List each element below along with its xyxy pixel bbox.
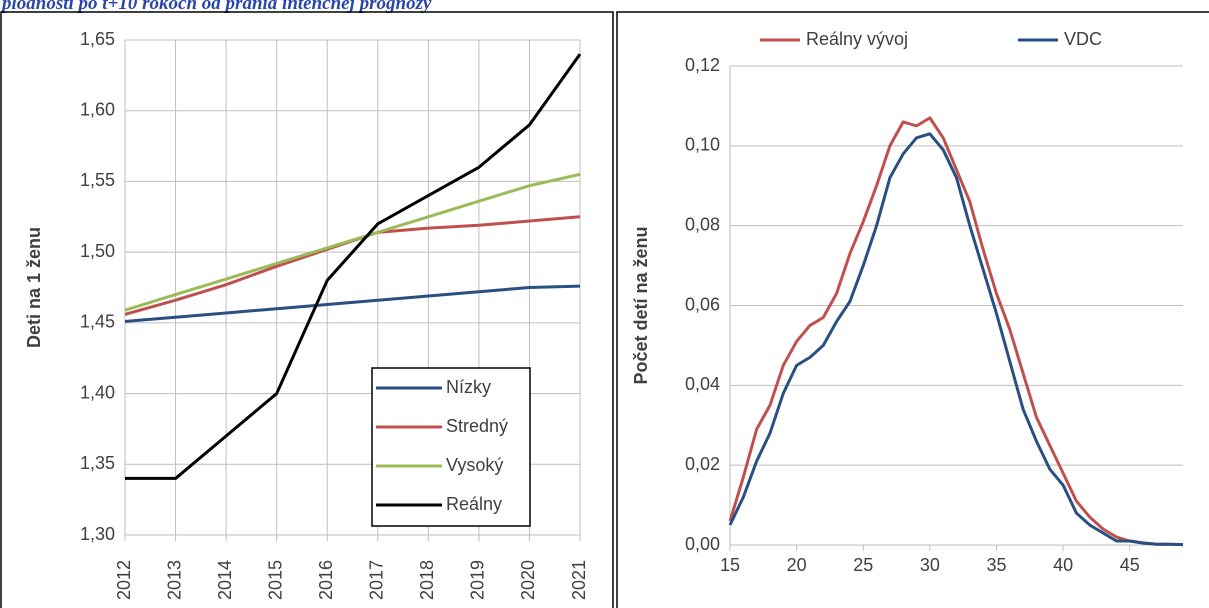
x-tick-label: 2012 xyxy=(114,560,134,600)
legend-label: Stredný xyxy=(446,416,508,436)
x-tick-label: 40 xyxy=(1053,555,1073,575)
series-line xyxy=(728,132,1184,547)
series-line xyxy=(124,172,581,312)
y-tick-label: 0,12 xyxy=(685,55,720,75)
legend-label: VDC xyxy=(1064,29,1102,49)
y-axis-label: Počet detí na ženu xyxy=(631,226,651,384)
y-tick-label: 1,65 xyxy=(80,29,115,49)
panel-frame xyxy=(616,11,1209,608)
x-tick-label: 2019 xyxy=(468,560,488,600)
series-line xyxy=(124,215,581,316)
y-tick-label: 1,35 xyxy=(80,453,115,473)
y-tick-label: 0,08 xyxy=(685,214,720,234)
x-tick-label: 2018 xyxy=(417,560,437,600)
y-tick-label: 1,55 xyxy=(80,170,115,190)
panel-frame xyxy=(0,11,614,608)
x-tick-label: 35 xyxy=(986,555,1006,575)
x-tick-label: 25 xyxy=(853,555,873,575)
y-tick-label: 0,04 xyxy=(685,374,720,394)
x-tick-label: 20 xyxy=(787,555,807,575)
series-line xyxy=(728,116,1184,547)
legend-label: Reálny vývoj xyxy=(806,29,908,49)
series-line xyxy=(125,53,582,480)
y-tick-label: 0,10 xyxy=(685,135,720,155)
y-tick-label: 1,45 xyxy=(80,312,115,332)
x-tick-label: 2020 xyxy=(518,560,538,600)
y-tick-label: 1,60 xyxy=(80,99,115,119)
y-tick-label: 1,30 xyxy=(80,524,115,544)
x-tick-label: 2021 xyxy=(569,560,589,600)
caption: plodnosti po t+10 rokoch od prania inten… xyxy=(0,0,432,14)
x-tick-label: 2017 xyxy=(367,560,387,600)
y-tick-label: 1,40 xyxy=(80,382,115,402)
x-tick-label: 2015 xyxy=(265,560,285,600)
y-tick-label: 0,06 xyxy=(685,294,720,314)
legend-label: Nízky xyxy=(446,377,491,397)
x-tick-label: 30 xyxy=(920,555,940,575)
x-tick-label: 2016 xyxy=(316,560,336,600)
y-tick-label: 1,50 xyxy=(80,241,115,261)
legend-label: Reálny xyxy=(446,494,502,514)
x-tick-label: 45 xyxy=(1120,555,1140,575)
y-tick-label: 0,00 xyxy=(685,534,720,554)
legend-box xyxy=(371,367,531,527)
x-tick-label: 2014 xyxy=(215,560,235,600)
legend-label: Vysoký xyxy=(446,455,503,475)
series-line xyxy=(124,284,581,323)
y-axis-label: Deti na 1 ženu xyxy=(24,227,44,348)
y-tick-label: 0,02 xyxy=(685,454,720,474)
x-tick-label: 2013 xyxy=(164,560,184,600)
x-tick-label: 15 xyxy=(720,555,740,575)
